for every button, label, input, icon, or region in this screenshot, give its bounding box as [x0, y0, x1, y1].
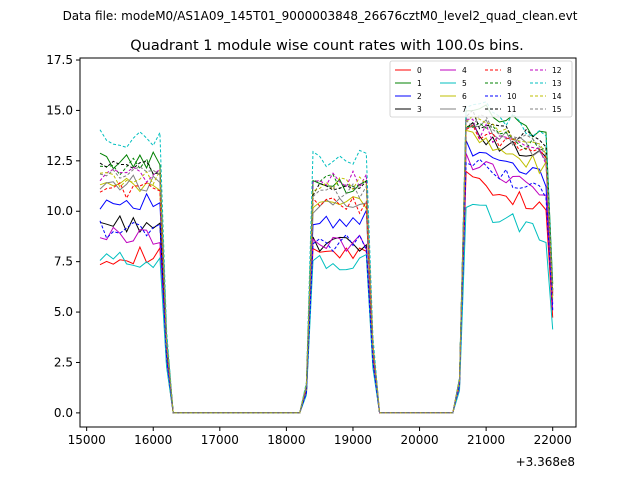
legend-label-7: 7 [462, 105, 467, 114]
x-axis: 15000 16000 17000 18000 19000 20000 21000 22000 [68, 427, 572, 447]
legend-label-1: 1 [417, 79, 422, 88]
legend-label-15: 15 [552, 105, 562, 114]
y-tick-label: 10.0 [46, 204, 73, 218]
legend-label-11: 11 [507, 105, 517, 114]
legend-label-10: 10 [507, 92, 517, 101]
data-file-label: Data file: modeM0/AS1A09_145T01_90000038… [63, 9, 578, 23]
legend-label-3: 3 [417, 105, 422, 114]
y-tick-label: 0.0 [54, 406, 73, 420]
x-tick-label: 19000 [334, 433, 372, 447]
x-tick-label: 16000 [134, 433, 172, 447]
y-tick-label: 7.5 [54, 255, 73, 269]
x-tick-label: 20000 [400, 433, 438, 447]
y-tick-label: 15.0 [46, 103, 73, 117]
plot-frame [79, 57, 577, 428]
legend-label-12: 12 [552, 66, 562, 75]
x-offset-label: +3.368e8 [516, 455, 575, 469]
y-axis: 0.0 2.5 5.0 7.5 10.0 12.5 15.0 17.5 [46, 53, 80, 420]
legend-label-5: 5 [462, 79, 467, 88]
legend-label-4: 4 [462, 66, 467, 75]
plot-lines [99, 101, 554, 414]
legend-label-9: 9 [507, 79, 512, 88]
y-tick-label: 5.0 [54, 305, 73, 319]
series-line-15 [99, 114, 554, 414]
chart-title: Quadrant 1 module wise count rates with … [130, 38, 524, 54]
legend-label-2: 2 [417, 92, 422, 101]
y-tick-label: 2.5 [54, 355, 73, 369]
y-tick-label: 12.5 [46, 154, 73, 168]
series-line-5 [99, 203, 554, 414]
x-tick-label: 18000 [267, 433, 305, 447]
x-tick-label: 15000 [68, 433, 106, 447]
x-tick-label: 21000 [467, 433, 505, 447]
x-tick-label: 22000 [534, 433, 572, 447]
legend-label-0: 0 [417, 66, 422, 75]
legend-label-13: 13 [552, 79, 562, 88]
x-tick-label: 17000 [201, 433, 239, 447]
legend-label-8: 8 [507, 66, 512, 75]
y-tick-label: 17.5 [46, 53, 73, 67]
series-line-14 [99, 115, 554, 414]
legend-label-6: 6 [462, 92, 467, 101]
legend-box [389, 60, 573, 118]
legend-label-14: 14 [552, 92, 562, 101]
